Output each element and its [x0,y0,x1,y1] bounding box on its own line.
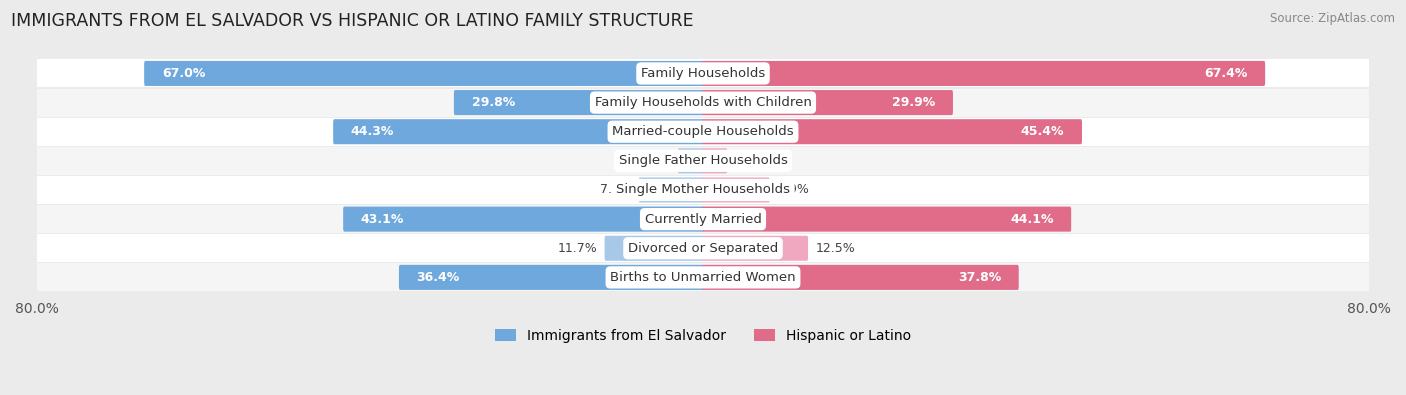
FancyBboxPatch shape [702,177,769,203]
Text: Births to Unmarried Women: Births to Unmarried Women [610,271,796,284]
FancyBboxPatch shape [343,207,704,231]
Text: Single Father Households: Single Father Households [619,154,787,167]
FancyBboxPatch shape [702,236,808,261]
Text: Source: ZipAtlas.com: Source: ZipAtlas.com [1270,12,1395,25]
Bar [28,176,1378,204]
FancyBboxPatch shape [399,265,704,290]
Bar [28,263,1378,292]
Text: 2.8%: 2.8% [735,154,766,167]
Text: Divorced or Separated: Divorced or Separated [628,242,778,255]
Text: 67.4%: 67.4% [1204,67,1247,80]
Text: 29.9%: 29.9% [891,96,935,109]
Bar [28,118,1378,146]
Text: 43.1%: 43.1% [361,213,404,226]
FancyBboxPatch shape [702,119,1083,144]
Text: Currently Married: Currently Married [644,213,762,226]
Bar [28,147,1378,175]
Text: 12.5%: 12.5% [815,242,855,255]
FancyBboxPatch shape [145,61,704,86]
FancyBboxPatch shape [605,236,704,261]
Text: 2.9%: 2.9% [638,154,671,167]
FancyBboxPatch shape [454,90,704,115]
Text: 11.7%: 11.7% [558,242,598,255]
FancyBboxPatch shape [638,177,704,203]
Text: 7.6%: 7.6% [599,184,631,196]
FancyBboxPatch shape [333,119,704,144]
FancyBboxPatch shape [678,148,704,173]
Text: Married-couple Households: Married-couple Households [612,125,794,138]
FancyBboxPatch shape [702,148,727,173]
Text: 36.4%: 36.4% [416,271,460,284]
Text: 45.4%: 45.4% [1021,125,1064,138]
FancyBboxPatch shape [702,265,1019,290]
Text: Family Households: Family Households [641,67,765,80]
FancyBboxPatch shape [702,90,953,115]
Bar [28,88,1378,117]
Text: 44.1%: 44.1% [1010,213,1053,226]
Bar [28,60,1378,87]
Text: 37.8%: 37.8% [957,271,1001,284]
Text: 44.3%: 44.3% [352,125,394,138]
Text: Single Mother Households: Single Mother Households [616,184,790,196]
Text: 29.8%: 29.8% [471,96,515,109]
Bar [28,205,1378,233]
Text: IMMIGRANTS FROM EL SALVADOR VS HISPANIC OR LATINO FAMILY STRUCTURE: IMMIGRANTS FROM EL SALVADOR VS HISPANIC … [11,12,695,30]
Text: 67.0%: 67.0% [162,67,205,80]
Legend: Immigrants from El Salvador, Hispanic or Latino: Immigrants from El Salvador, Hispanic or… [495,329,911,342]
FancyBboxPatch shape [702,61,1265,86]
FancyBboxPatch shape [702,207,1071,231]
Bar [28,234,1378,262]
Text: 7.9%: 7.9% [778,184,808,196]
Text: Family Households with Children: Family Households with Children [595,96,811,109]
